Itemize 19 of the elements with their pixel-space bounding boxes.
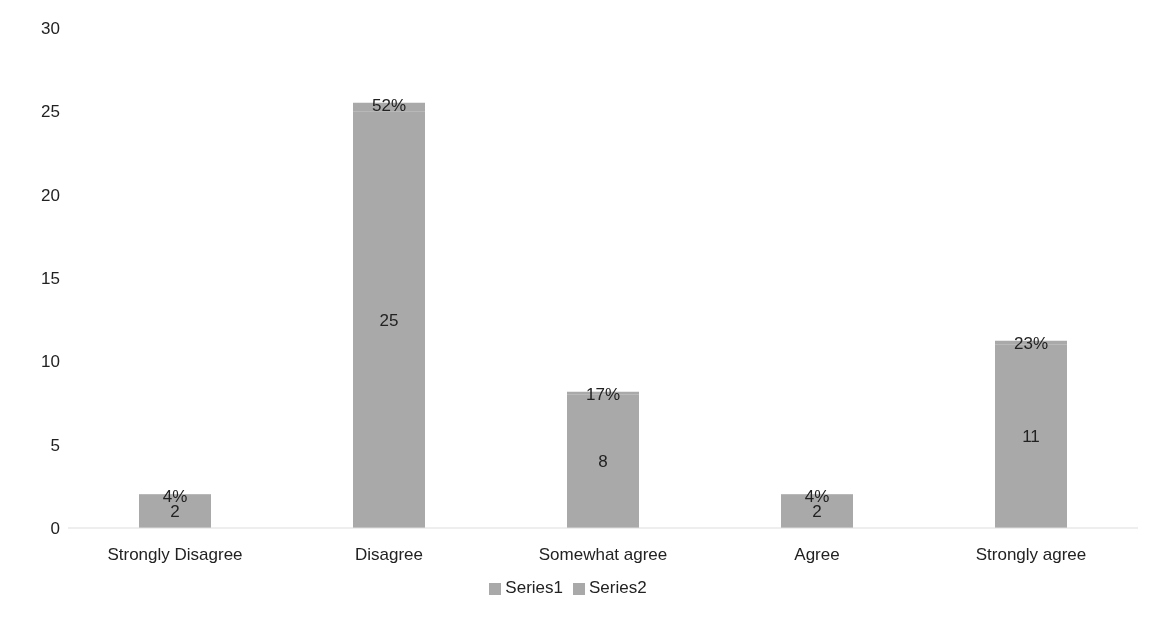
y-tick-label: 15: [41, 269, 60, 289]
data-label: 25: [379, 310, 399, 330]
legend-label: Series1: [505, 578, 563, 597]
y-tick-label: 0: [50, 519, 60, 539]
data-label: 11: [1022, 427, 1040, 447]
x-tick-label: Strongly Disagree: [107, 545, 243, 565]
x-tick-label: Somewhat agree: [538, 545, 668, 565]
x-tick-label: Agree: [794, 545, 840, 565]
data-label: 2: [812, 502, 822, 522]
x-tick-label: Strongly agree: [975, 545, 1087, 565]
y-tick-label: 10: [41, 352, 60, 372]
legend-label: Series2: [589, 578, 647, 597]
y-tick-label: 25: [41, 102, 60, 122]
y-tick-label: 30: [41, 19, 60, 39]
y-tick-label: 20: [41, 185, 60, 205]
data-label: 2: [170, 502, 180, 522]
x-tick-label: Disagree: [354, 545, 424, 565]
y-tick-label: 5: [50, 435, 60, 455]
data-label: 8: [598, 452, 608, 472]
